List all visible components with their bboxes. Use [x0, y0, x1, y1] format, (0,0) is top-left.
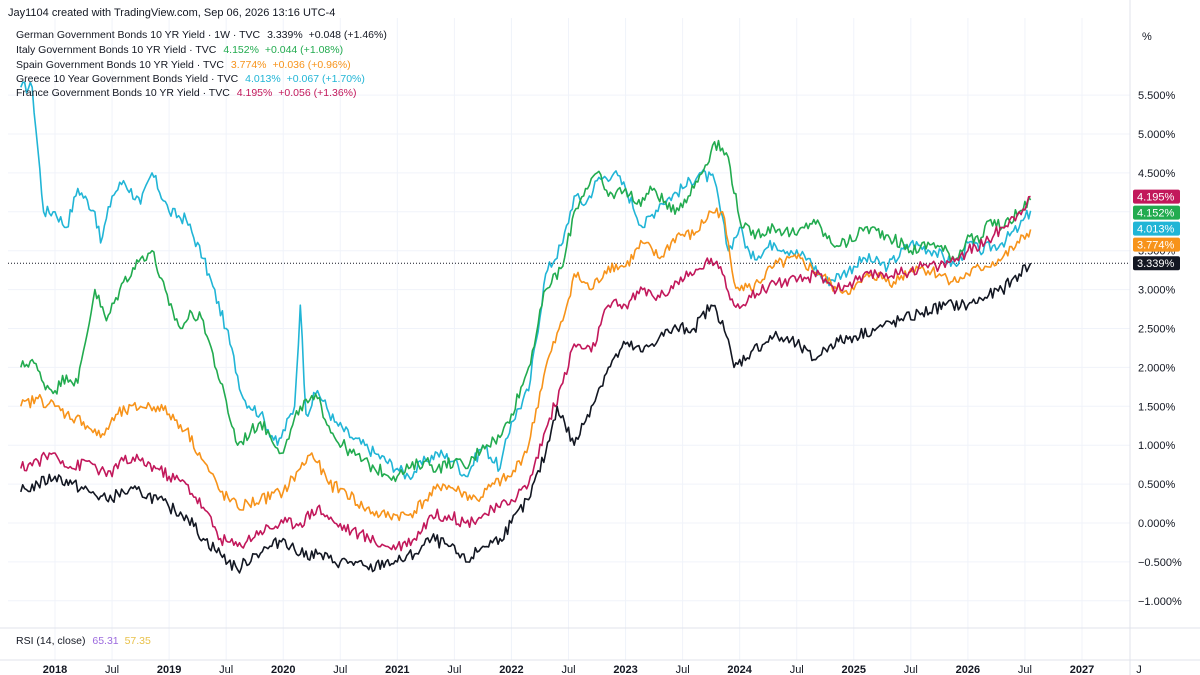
y-tick-label: −1.000%	[1138, 596, 1182, 608]
legend-value: 3.339%	[267, 29, 303, 41]
legend-value: 4.013%	[245, 73, 281, 85]
x-tick-label: Jul	[904, 664, 918, 675]
x-tick-label: 2024	[727, 664, 752, 675]
legend-label: Italy Government Bonds 10 YR Yield · TVC	[16, 44, 217, 56]
x-tick-label: 2023	[613, 664, 637, 675]
last-value-badge-france	[1133, 189, 1180, 204]
legend-value: 4.152%	[223, 44, 259, 56]
y-tick-label: 3.000%	[1138, 285, 1176, 297]
legend-value: 3.774%	[230, 59, 267, 71]
y-tick-label: 0.500%	[1138, 479, 1176, 491]
last-value-badge-label: 4.152%	[1137, 208, 1175, 220]
last-value-badge-label: 4.013%	[1137, 224, 1175, 236]
x-tick-label: Jul	[790, 664, 804, 675]
y-tick-label: −0.500%	[1138, 557, 1182, 569]
x-tick-label: Jul	[561, 664, 575, 675]
legend-change: +0.056 (+1.36%)	[278, 87, 357, 99]
x-tick-label: Jul	[333, 664, 347, 675]
x-tick-label: J	[1136, 664, 1142, 675]
last-value-badges: 4.195% 4.152% 4.013% 3.774% 3.339%	[1133, 189, 1180, 271]
legend-change: +0.048 (+1.46%)	[308, 29, 387, 41]
x-tick-label: 2022	[499, 664, 523, 675]
y-tick-label: 1.500%	[1138, 401, 1176, 413]
x-tick-label: 2026	[956, 664, 980, 675]
legend-row-france[interactable]: France Government Bonds 10 YR Yield · TV…	[16, 87, 357, 99]
series-line-greece	[20, 81, 1032, 481]
last-value-badge-spain	[1133, 237, 1180, 252]
y-tick-label: 1.000%	[1138, 440, 1176, 452]
x-tick-label: Jul	[219, 664, 233, 675]
x-tick-label: Jul	[1018, 664, 1032, 675]
last-value-badge-label: 3.339%	[1137, 258, 1175, 270]
x-tick-label: 2020	[271, 664, 295, 675]
rsi-label: RSI (14, close)	[16, 635, 86, 647]
time-scale[interactable]: 2018 Jul 2019 Jul 2020 Jul 2021 Jul 2022 Jul 2023 J…	[43, 664, 1142, 675]
series-line-italy	[20, 139, 1032, 483]
legend-change: +0.067 (+1.70%)	[286, 73, 365, 85]
legend-label: France Government Bonds 10 YR Yield · TV…	[16, 87, 230, 99]
scale-unit-button[interactable]: %	[1142, 31, 1152, 43]
last-value-badge-italy	[1133, 205, 1180, 220]
x-tick-label: 2019	[157, 664, 181, 675]
legend-change: +0.044 (+1.08%)	[264, 44, 344, 56]
legend-row-germany[interactable]: German Government Bonds 10 YR Yield · 1W…	[16, 29, 387, 41]
series-line-germany	[20, 262, 1032, 574]
x-tick-label: Jul	[105, 664, 119, 675]
y-tick-label: 0.000%	[1138, 518, 1176, 530]
y-tick-label: 5.000%	[1138, 129, 1176, 141]
legend-row-italy[interactable]: Italy Government Bonds 10 YR Yield · TVC…	[16, 44, 343, 56]
rsi-value-1: 65.31	[92, 635, 119, 647]
y-tick-label: 5.500%	[1138, 90, 1176, 102]
last-value-badge-label: 4.195%	[1137, 192, 1175, 204]
x-tick-label: 2025	[842, 664, 866, 675]
y-tick-label: 2.000%	[1138, 362, 1176, 374]
x-tick-label: 2027	[1070, 664, 1094, 675]
legend-row-spain[interactable]: Spain Government Bonds 10 YR Yield · TVC…	[16, 59, 351, 71]
legend-row-greece[interactable]: Greece 10 Year Government Bonds Yield · …	[16, 73, 365, 85]
rsi-value-2: 57.35	[124, 635, 151, 647]
x-tick-label: Jul	[676, 664, 690, 675]
last-value-badge-label: 3.774%	[1137, 240, 1175, 252]
x-tick-label: 2021	[385, 664, 409, 675]
x-tick-label: 2018	[43, 664, 67, 675]
legend-label: Spain Government Bonds 10 YR Yield · TVC	[16, 59, 224, 71]
legend-value: 4.195%	[236, 87, 273, 99]
last-value-badge-germany	[1133, 256, 1180, 271]
x-tick-label: Jul	[447, 664, 461, 675]
legend-label: German Government Bonds 10 YR Yield · 1W…	[16, 29, 261, 41]
legend-change: +0.036 (+0.96%)	[272, 59, 351, 71]
legend-label: Greece 10 Year Government Bonds Yield · …	[16, 73, 239, 85]
chart-credit: Jay1104 created with TradingView.com, Se…	[8, 7, 336, 19]
price-scale[interactable]: −1.000% −0.500% 0.000% 0.500% 1.000% 1.500% 2.…	[1138, 90, 1182, 608]
y-tick-label: 4.500%	[1138, 168, 1176, 180]
series-line-france	[20, 195, 1031, 552]
rsi-legend[interactable]: RSI (14, close) 65.31 57.35	[16, 635, 151, 647]
last-value-badge-greece	[1133, 221, 1180, 236]
series-lines	[8, 81, 1130, 574]
y-tick-label: 2.500%	[1138, 324, 1176, 336]
